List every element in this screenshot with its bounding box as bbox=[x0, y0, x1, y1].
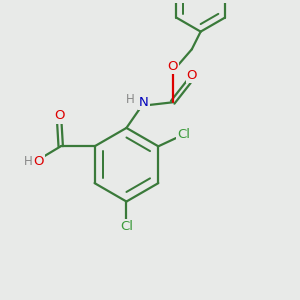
Text: H: H bbox=[23, 154, 32, 167]
Text: Cl: Cl bbox=[120, 220, 133, 233]
Text: O: O bbox=[33, 154, 44, 167]
Text: O: O bbox=[187, 69, 197, 82]
Text: Cl: Cl bbox=[177, 128, 190, 141]
Text: O: O bbox=[54, 110, 64, 122]
Text: H: H bbox=[126, 93, 135, 106]
Text: O: O bbox=[167, 60, 178, 73]
Text: N: N bbox=[139, 96, 149, 109]
